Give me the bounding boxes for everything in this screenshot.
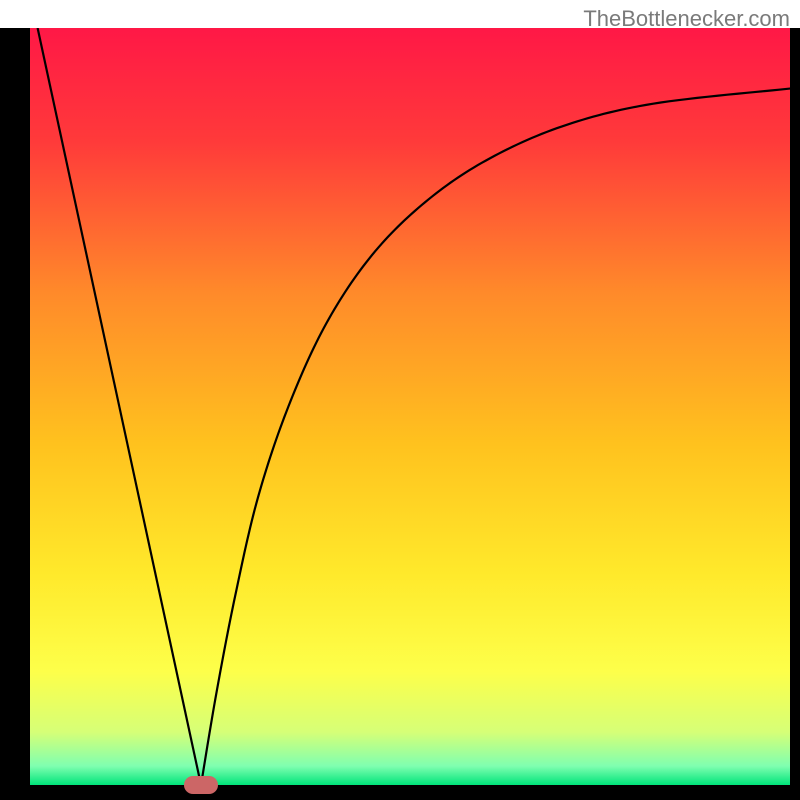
vertex-marker <box>184 776 218 794</box>
stage: TheBottlenecker.com <box>0 0 800 800</box>
frame-bottom <box>0 785 800 800</box>
frame-left <box>0 28 30 800</box>
watermark-text: TheBottlenecker.com <box>583 6 790 32</box>
frame-right <box>790 28 800 800</box>
gradient-plot-area <box>30 28 790 785</box>
gradient-background <box>30 28 790 785</box>
